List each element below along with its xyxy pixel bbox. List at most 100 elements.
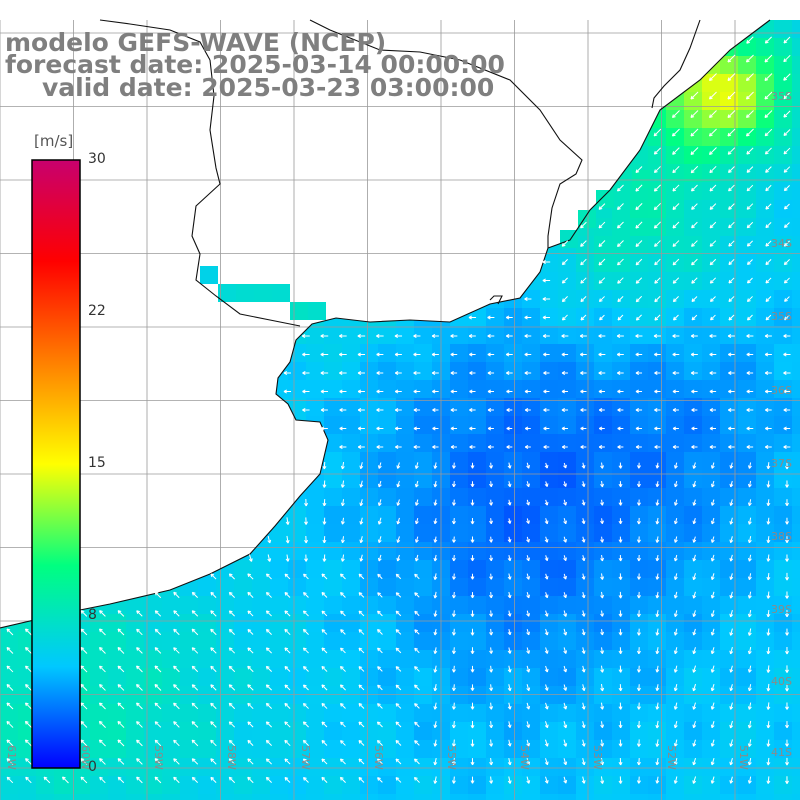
wind-arrow: [691, 389, 698, 394]
wind-arrow: [727, 91, 736, 100]
wind-arrow: [746, 221, 754, 229]
wind-arrow: [413, 389, 421, 394]
coastline: [0, 19, 771, 629]
wind-cell: [342, 200, 361, 219]
wind-cell: [234, 200, 253, 219]
wind-cell: [594, 596, 613, 615]
wind-arrow: [228, 573, 236, 580]
wind-arrow: [304, 517, 309, 525]
wind-cell: [324, 236, 343, 255]
wind-cell: [0, 560, 19, 579]
wind-arrow: [766, 536, 771, 544]
wind-cell: [666, 758, 685, 777]
wind-arrow: [543, 352, 550, 357]
wind-cell: [450, 362, 469, 381]
wind-arrow: [709, 408, 717, 412]
wind-cell: [414, 470, 433, 489]
wind-cell: [720, 578, 739, 597]
wind-arrow: [98, 739, 106, 747]
wind-arrow: [99, 628, 106, 636]
wind-arrow: [618, 610, 623, 617]
wind-cell: [378, 182, 397, 201]
wind-cell: [290, 302, 308, 320]
wind-cell: [720, 470, 739, 489]
wind-cell: [630, 740, 649, 759]
wind-cell: [666, 434, 685, 453]
wind-arrow: [451, 684, 456, 692]
wind-cell: [630, 560, 649, 579]
wind-cell: [792, 740, 800, 759]
wind-cell: [756, 434, 775, 453]
wind-arrow: [709, 240, 717, 247]
wind-cell: [450, 542, 469, 561]
wind-arrow: [98, 720, 106, 728]
wind-cell: [648, 578, 667, 597]
wind-arrow: [747, 646, 752, 655]
wind-arrow: [339, 702, 346, 709]
wind-cell: [558, 200, 577, 219]
wind-arrow: [785, 721, 789, 729]
wind-cell: [774, 110, 793, 129]
wind-arrow: [637, 499, 641, 506]
wind-arrow: [747, 720, 752, 729]
wind-cell: [684, 434, 703, 453]
wind-cell: [720, 506, 739, 525]
wind-cell: [558, 416, 577, 435]
wind-cell: [126, 704, 145, 723]
wind-cell: [504, 38, 523, 57]
wind-cell: [522, 650, 541, 669]
wind-arrow: [728, 240, 735, 247]
wind-cell: [108, 488, 127, 507]
wind-arrow: [340, 629, 346, 635]
wind-cell: [720, 524, 739, 543]
wind-arrow: [117, 665, 125, 673]
wind-cell: [738, 704, 757, 723]
wind-arrow: [154, 665, 162, 673]
wind-cell: [594, 290, 613, 309]
wind-cell: [450, 776, 469, 795]
wind-cell: [612, 236, 631, 255]
wind-cell: [596, 190, 614, 208]
wind-arrow: [709, 445, 717, 449]
wind-cell: [216, 470, 235, 489]
wind-cell: [306, 578, 325, 597]
wind-cell: [414, 542, 433, 561]
wind-cell: [774, 434, 793, 453]
wind-arrow: [506, 389, 513, 394]
wind-cell: [540, 398, 559, 417]
wind-cell: [702, 128, 721, 147]
wind-arrow: [618, 739, 623, 747]
wind-arrow: [690, 352, 698, 357]
wind-arrow: [728, 203, 735, 210]
wind-arrow: [302, 389, 310, 394]
wind-cell: [198, 182, 217, 201]
wind-cell: [324, 362, 343, 381]
wind-arrow: [709, 426, 716, 431]
wind-arrow: [709, 184, 717, 192]
wind-arrow: [433, 499, 438, 506]
wind-cell: [378, 380, 397, 399]
wind-arrow: [80, 683, 88, 691]
wind-cell: [522, 722, 541, 741]
wind-cell: [702, 74, 721, 93]
wind-cell: [360, 362, 379, 381]
wind-cell: [774, 488, 793, 507]
wind-cell: [90, 236, 109, 255]
wind-cell: [324, 776, 343, 795]
wind-cell: [360, 344, 379, 363]
wind-arrow: [376, 352, 384, 357]
wind-cell: [180, 470, 199, 489]
wind-cell: [684, 20, 703, 39]
wind-cell: [288, 704, 307, 723]
wind-arrow: [394, 389, 402, 394]
wind-cell: [180, 344, 199, 363]
wind-cell: [342, 416, 361, 435]
wind-cell: [0, 362, 19, 381]
wind-cell: [702, 722, 721, 741]
wind-cell: [378, 254, 397, 273]
wind-cell: [234, 128, 253, 147]
wind-cell: [630, 506, 649, 525]
wind-cell: [198, 290, 217, 309]
wind-cell: [792, 524, 800, 543]
wind-cell: [414, 272, 433, 291]
